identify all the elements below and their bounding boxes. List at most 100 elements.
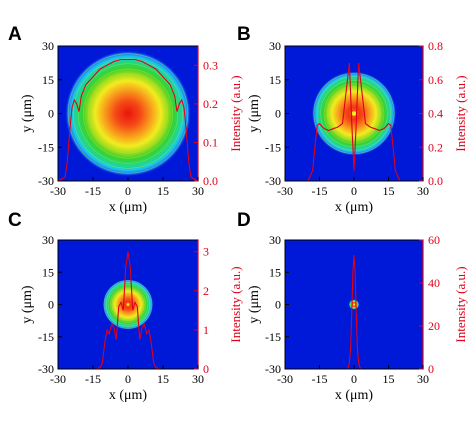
- y2-tick-label: 60: [428, 233, 440, 247]
- center-core-inner: [351, 111, 357, 116]
- y-axis-label: y (μm): [20, 285, 35, 324]
- y-axis-label: y (μm): [247, 94, 262, 133]
- intensity-spot: [65, 50, 191, 177]
- y-tick-label: -15: [265, 330, 281, 344]
- y2-tick-label: 20: [428, 319, 440, 333]
- panel-label: A: [8, 24, 22, 45]
- x-tick-label: -15: [85, 372, 101, 386]
- panel-a: -30 -15 0 15 30 30 15 0 -15 -30 0.0 0.1 0.2 0.3 x (μm)…: [8, 24, 243, 215]
- y-tick-label: 15: [42, 73, 54, 87]
- intensity-profile-line: [346, 255, 362, 369]
- intensity-profile-line: [307, 62, 401, 181]
- y-tick-label: 30: [269, 39, 281, 53]
- x-tick-label: -30: [50, 184, 66, 198]
- center-core-inner: [126, 303, 130, 306]
- x-tick-label: 0: [351, 372, 357, 386]
- x-tick-label: 0: [125, 372, 131, 386]
- y-tick-label: -30: [265, 174, 281, 188]
- panel-label: D: [237, 210, 251, 231]
- y2-axis-label: Intensity (a.u.): [228, 266, 243, 342]
- interference-ring: [72, 58, 184, 169]
- interference-ring: [111, 288, 145, 321]
- interference-ring: [103, 280, 153, 329]
- x-axis-label: x (μm): [335, 388, 374, 403]
- interference-ring: [323, 83, 385, 144]
- y-axis-label: y (μm): [247, 285, 262, 324]
- y-axis-label: y (μm): [20, 94, 35, 133]
- x-axis-label: x (μm): [109, 388, 148, 403]
- y-tick-label: 30: [42, 39, 54, 53]
- y-tick-label: 15: [42, 265, 54, 279]
- interference-ring: [320, 79, 388, 148]
- x-tick-label: 0: [125, 184, 131, 198]
- interference-ring: [313, 73, 395, 154]
- y2-tick-label: 3: [203, 245, 209, 259]
- y2-tick-label: 0.4: [428, 107, 443, 121]
- intensity-profile-line: [58, 58, 198, 181]
- x-tick-label: -30: [277, 184, 293, 198]
- x-tick-label: 15: [383, 184, 395, 198]
- panel-c: -30 -15 0 15 30 30 15 0 -15 -30 0 1 2 3 x (μm) y (μm) In…: [8, 210, 243, 403]
- y-tick-label: 30: [269, 233, 281, 247]
- center-core-inner: [352, 303, 356, 306]
- x-tick-label: 15: [157, 184, 169, 198]
- panel-label: C: [8, 210, 22, 231]
- y-tick-label: -15: [38, 330, 54, 344]
- y2-tick-label: 40: [428, 276, 440, 290]
- y-tick-label: -15: [38, 140, 54, 154]
- y2-tick-label: 0: [428, 362, 434, 376]
- y2-tick-label: 0.3: [203, 58, 218, 72]
- y2-tick-label: 2: [203, 284, 209, 298]
- y-tick-label: -15: [265, 140, 281, 154]
- y2-tick-label: 0.1: [203, 135, 218, 149]
- y2-axis-label: Intensity (a.u.): [228, 75, 243, 151]
- x-tick-label: 30: [417, 184, 429, 198]
- panel-b: -30 -15 0 15 30 30 15 0 -15 -30 0.0 0.2 0.4 0.6 0.8 x (…: [237, 24, 468, 215]
- y-tick-label: 0: [48, 298, 54, 312]
- y-tick-label: 30: [42, 233, 54, 247]
- y2-tick-label: 0.6: [428, 73, 443, 87]
- x-tick-label: -15: [85, 184, 101, 198]
- y-tick-label: 0: [48, 107, 54, 121]
- y-tick-label: -30: [38, 174, 54, 188]
- x-tick-label: 0: [351, 184, 357, 198]
- y-tick-label: 0: [275, 107, 281, 121]
- y2-tick-label: 0.0: [428, 174, 443, 188]
- x-tick-label: 30: [192, 184, 204, 198]
- interference-ring: [105, 282, 151, 327]
- y-tick-label: 15: [269, 73, 281, 87]
- y2-axis-label: Intensity (a.u.): [453, 266, 468, 342]
- y-tick-label: -30: [38, 362, 54, 376]
- x-tick-label: 15: [383, 372, 395, 386]
- panel-label: B: [237, 24, 251, 45]
- y-tick-label: 0: [275, 298, 281, 312]
- intensity-profile-line: [95, 251, 161, 369]
- intensity-spot: [311, 71, 397, 156]
- interference-ring: [67, 53, 189, 174]
- intensity-spot: [349, 299, 359, 310]
- interference-ring: [88, 73, 168, 154]
- interference-ring: [107, 284, 149, 325]
- y-tick-label: 15: [269, 265, 281, 279]
- x-tick-label: -30: [277, 372, 293, 386]
- y2-tick-label: 0.8: [428, 39, 443, 53]
- interference-ring: [77, 63, 179, 164]
- interference-ring: [82, 68, 174, 159]
- y-tick-label: -30: [265, 362, 281, 376]
- y2-tick-label: 0.2: [428, 140, 443, 154]
- interference-ring: [327, 86, 381, 141]
- x-tick-label: 30: [192, 372, 204, 386]
- y2-tick-label: 1: [203, 323, 209, 337]
- x-axis-label: x (μm): [109, 200, 148, 215]
- y2-tick-label: 0.0: [203, 174, 218, 188]
- y2-tick-label: 0.2: [203, 97, 218, 111]
- x-tick-label: 15: [157, 372, 169, 386]
- interference-ring: [109, 286, 147, 323]
- x-tick-label: -15: [312, 184, 328, 198]
- panel-d: -30 -15 0 15 30 30 15 0 -15 -30 0 20 40 60 x (μm) y (μm…: [237, 210, 468, 403]
- intensity-spot-fill: [65, 50, 191, 177]
- x-tick-label: 30: [417, 372, 429, 386]
- y2-tick-label: 0: [203, 362, 209, 376]
- x-tick-label: -30: [50, 372, 66, 386]
